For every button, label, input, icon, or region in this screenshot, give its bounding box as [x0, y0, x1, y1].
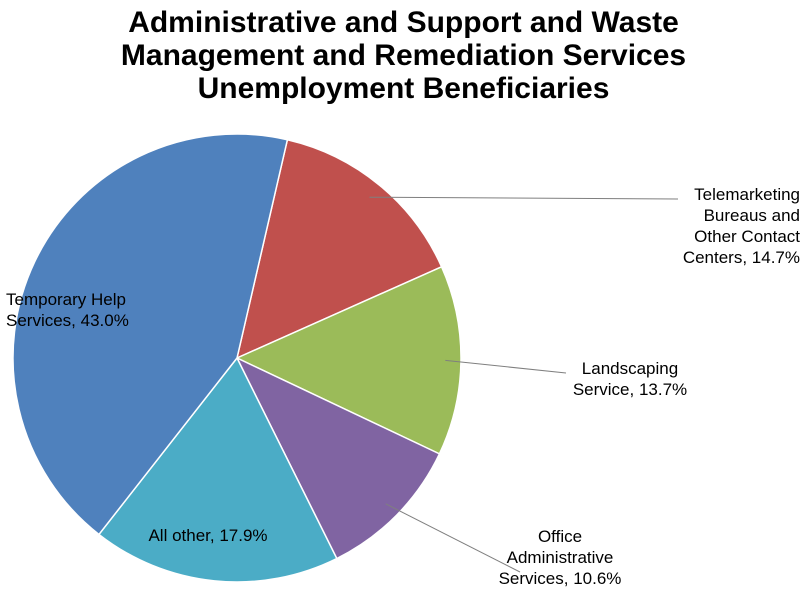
pie-slice-all-other — [98, 357, 338, 583]
slice-label-line: Office — [537, 527, 583, 546]
slice-label-line: Centers, 14.7% — [682, 248, 800, 267]
pie-slice-telemarketing-bureaus-and-other-contact-centers — [236, 138, 443, 359]
slice-label-line: Services, 43.0% — [6, 311, 129, 330]
leader-line — [369, 196, 679, 200]
slice-label-office-administrative: Office Administrative Services, 10.6% — [480, 526, 640, 589]
chart-title: Administrative and Support and Waste Man… — [0, 6, 807, 105]
leader-lines — [369, 196, 679, 573]
slice-label-landscaping: Landscaping Service, 13.7% — [540, 358, 720, 400]
slice-label-line: Services, 10.6% — [498, 569, 622, 588]
slice-label-line: Administrative — [506, 548, 614, 567]
slice-label-all-other: All other, 17.9% — [118, 525, 298, 546]
slice-label-temporary-help: Temporary Help Services, 43.0% — [6, 289, 206, 331]
slice-label-line: Telemarketing — [694, 185, 800, 204]
pie-slices — [12, 133, 462, 583]
pie-slice-temporary-help-services — [12, 133, 289, 536]
slice-label-line: Landscaping — [581, 359, 679, 378]
leader-line — [445, 359, 567, 374]
slice-label-line: Service, 13.7% — [572, 380, 688, 399]
chart-title-line-3: Unemployment Beneficiaries — [197, 72, 610, 105]
pie-slice-office-administrative-services — [236, 357, 441, 560]
slice-label-telemarketing: Telemarketing Bureaus and Other Contact … — [600, 184, 800, 268]
slice-label-line: Other Contact — [694, 227, 800, 246]
leader-line — [385, 503, 521, 573]
slice-label-line: All other, 17.9% — [148, 526, 268, 545]
slice-label-line: Bureaus and — [703, 206, 800, 225]
slice-label-line: Temporary Help — [6, 290, 126, 309]
chart-title-line-1: Administrative and Support and Waste — [128, 6, 679, 39]
pie-slice-landscaping-service — [236, 266, 462, 455]
chart-title-line-2: Management and Remediation Services — [120, 39, 687, 72]
